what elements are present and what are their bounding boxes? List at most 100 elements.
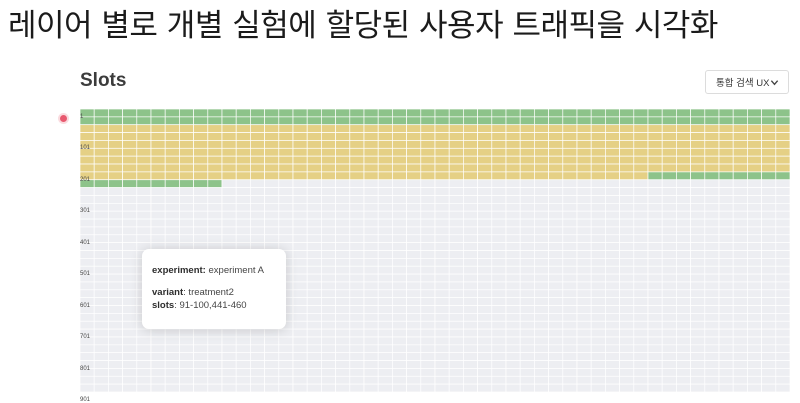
- slot-cell[interactable]: [534, 305, 549, 314]
- slot-cell[interactable]: [278, 179, 294, 188]
- slot-cell[interactable]: [93, 171, 109, 181]
- slot-cell[interactable]: [704, 202, 720, 212]
- slot-cell[interactable]: [562, 226, 578, 236]
- slot-cell[interactable]: [377, 375, 393, 385]
- slot-cell[interactable]: [619, 352, 635, 361]
- slot-cell[interactable]: [136, 328, 152, 338]
- slot-cell[interactable]: [363, 116, 379, 126]
- slot-cell[interactable]: [477, 258, 493, 267]
- slot-cell[interactable]: [732, 234, 748, 243]
- slot-cell[interactable]: [548, 258, 564, 267]
- slot-cell[interactable]: [519, 171, 535, 181]
- slot-cell[interactable]: [179, 140, 194, 149]
- slot-cell[interactable]: [392, 210, 407, 220]
- slot-cell[interactable]: [93, 147, 109, 157]
- slot-cell[interactable]: [548, 226, 564, 236]
- slot-cell[interactable]: [420, 289, 436, 299]
- slot-cell[interactable]: [676, 179, 691, 188]
- slot-cell[interactable]: [306, 187, 322, 196]
- slot-cell[interactable]: [434, 226, 450, 236]
- slot-cell[interactable]: [264, 336, 280, 346]
- slot-cell[interactable]: [122, 116, 138, 126]
- slot-cell[interactable]: [93, 132, 109, 141]
- slot-cell[interactable]: [349, 147, 365, 157]
- slot-cell[interactable]: [732, 273, 748, 283]
- slot-cell[interactable]: [235, 147, 251, 157]
- slot-cell[interactable]: [179, 163, 194, 173]
- slot-cell[interactable]: [306, 234, 322, 243]
- slot-cell[interactable]: [775, 281, 790, 291]
- slot-cell[interactable]: [406, 250, 422, 259]
- slot-cell[interactable]: [448, 336, 464, 346]
- slot-cell[interactable]: [775, 360, 790, 369]
- slot-cell[interactable]: [576, 163, 592, 173]
- slot-cell[interactable]: [108, 273, 123, 283]
- slot-cell[interactable]: [548, 344, 564, 354]
- slot-cell[interactable]: [775, 313, 790, 322]
- slot-cell[interactable]: [392, 273, 407, 283]
- slot-cell[interactable]: [718, 187, 734, 196]
- slot-cell[interactable]: [576, 171, 592, 181]
- slot-cell[interactable]: [747, 289, 762, 299]
- slot-cell[interactable]: [179, 171, 194, 181]
- slot-cell[interactable]: [477, 305, 493, 314]
- slot-cell[interactable]: [704, 132, 720, 141]
- slot-cell[interactable]: [576, 226, 592, 236]
- slot-cell[interactable]: [377, 368, 393, 377]
- slot-cell[interactable]: [463, 226, 478, 236]
- slot-cell[interactable]: [93, 336, 109, 346]
- slot-cell[interactable]: [150, 336, 166, 346]
- slot-cell[interactable]: [80, 140, 95, 149]
- slot-cell[interactable]: [747, 242, 762, 251]
- slot-cell[interactable]: [136, 383, 152, 392]
- slot-cell[interactable]: [264, 368, 280, 377]
- slot-cell[interactable]: [363, 313, 379, 322]
- slot-cell[interactable]: [676, 140, 691, 149]
- slot-cell[interactable]: [108, 265, 123, 275]
- slot-cell[interactable]: [93, 187, 109, 196]
- slot-cell[interactable]: [704, 187, 720, 196]
- slot-cell[interactable]: [235, 360, 251, 369]
- slot-cell[interactable]: [576, 273, 592, 283]
- slot-cell[interactable]: [434, 155, 450, 165]
- slot-cell[interactable]: [505, 281, 521, 291]
- slot-cell[interactable]: [704, 147, 720, 157]
- slot-cell[interactable]: [548, 116, 564, 126]
- slot-cell[interactable]: [548, 187, 564, 196]
- slot-cell[interactable]: [562, 140, 578, 149]
- slot-cell[interactable]: [406, 360, 422, 369]
- slot-cell[interactable]: [349, 360, 365, 369]
- slot-cell[interactable]: [392, 250, 407, 259]
- slot-cell[interactable]: [250, 218, 265, 228]
- slot-cell[interactable]: [633, 155, 649, 165]
- slot-cell[interactable]: [406, 140, 422, 149]
- slot-cell[interactable]: [93, 210, 109, 220]
- slot-cell[interactable]: [775, 187, 790, 196]
- slot-cell[interactable]: [363, 368, 379, 377]
- slot-cell[interactable]: [306, 313, 322, 322]
- slot-cell[interactable]: [93, 273, 109, 283]
- slot-cell[interactable]: [250, 179, 265, 188]
- slot-cell[interactable]: [463, 383, 478, 392]
- slot-cell[interactable]: [292, 265, 308, 275]
- slot-cell[interactable]: [80, 368, 95, 377]
- slot-cell[interactable]: [463, 305, 478, 314]
- slot-cell[interactable]: [207, 155, 223, 165]
- slot-cell[interactable]: [747, 265, 762, 275]
- slot-cell[interactable]: [448, 116, 464, 126]
- slot-cell[interactable]: [477, 336, 493, 346]
- slot-cell[interactable]: [80, 336, 95, 346]
- slot-cell[interactable]: [122, 187, 138, 196]
- slot-cell[interactable]: [647, 336, 663, 346]
- slot-cell[interactable]: [122, 155, 138, 165]
- slot-cell[interactable]: [519, 281, 535, 291]
- slot-cell[interactable]: [661, 273, 677, 283]
- slot-cell[interactable]: [363, 273, 379, 283]
- slot-cell[interactable]: [434, 265, 450, 275]
- slot-cell[interactable]: [93, 258, 109, 267]
- slot-cell[interactable]: [491, 281, 507, 291]
- slot-cell[interactable]: [321, 368, 336, 377]
- slot-cell[interactable]: [718, 171, 734, 181]
- slot-cell[interactable]: [775, 202, 790, 212]
- slot-cell[interactable]: [108, 163, 123, 173]
